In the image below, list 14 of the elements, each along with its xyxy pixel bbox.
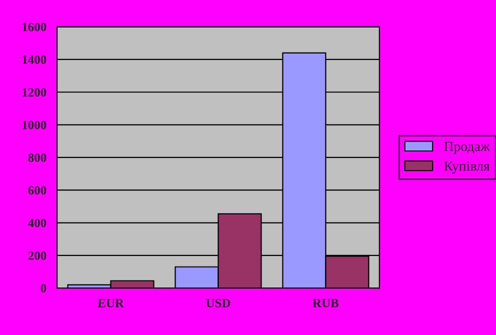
y-tick-label: 200 xyxy=(28,251,46,260)
x-tick-label: USD xyxy=(206,298,230,308)
y-tick-label: 800 xyxy=(28,153,46,162)
y-tick-label: 600 xyxy=(28,186,46,195)
y-tick-label: 1000 xyxy=(22,120,46,130)
x-tick-label: EUR xyxy=(98,299,124,308)
legend-label: Купівля xyxy=(444,161,490,174)
y-tick-label: 1200 xyxy=(22,88,46,97)
x-tick-label: RUB xyxy=(312,299,339,308)
y-tick-label: 1600 xyxy=(22,22,46,32)
y-tick-label: 0 xyxy=(40,284,46,293)
legend-label: Продаж xyxy=(444,142,490,154)
y-tick-label: 1400 xyxy=(22,55,46,64)
y-tick-label: 400 xyxy=(28,218,46,228)
